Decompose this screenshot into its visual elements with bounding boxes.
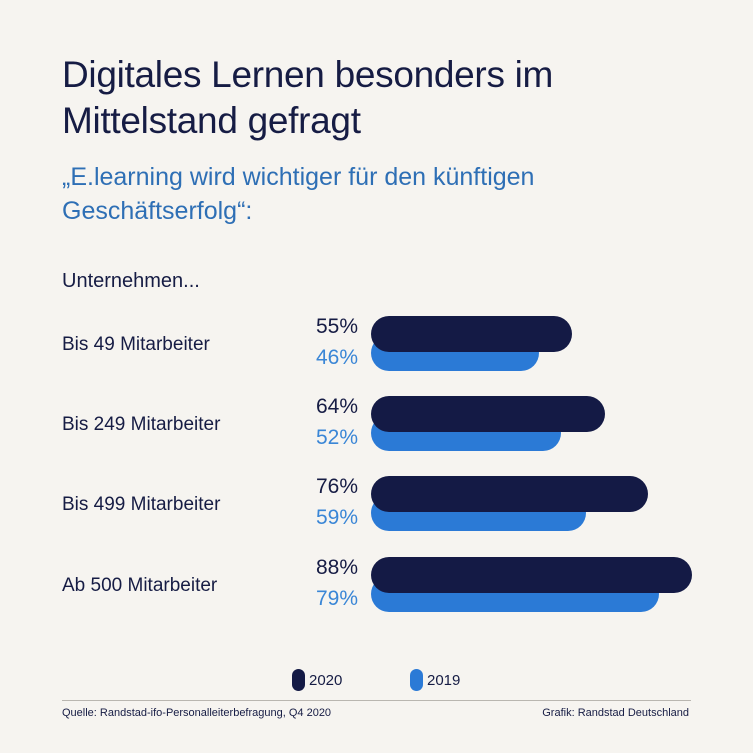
legend-label-2020: 2020 <box>309 671 343 689</box>
value-label-2020-bis-499-mitarbeiter: 76% <box>315 475 358 498</box>
bar-2020-bis-499-mitarbeiter <box>371 476 649 512</box>
bar-2020-bis-49-mitarbeiter <box>371 316 572 352</box>
legend-swatch-2019 <box>410 669 423 691</box>
category-label-bis-499-mitarbeiter: Bis 499 Mitarbeiter <box>62 494 221 515</box>
value-label-2019-bis-249-mitarbeiter: 52% <box>315 426 358 449</box>
footer-divider <box>62 700 691 701</box>
chart-title: Digitales Lernen besonders im Mittelstan… <box>62 54 554 141</box>
value-label-2020-bis-49-mitarbeiter: 55% <box>315 315 358 338</box>
category-label-ab-500-mitarbeiter: Ab 500 Mitarbeiter <box>62 575 218 596</box>
value-label-2020-bis-249-mitarbeiter: 64% <box>315 395 358 418</box>
value-label-2019-ab-500-mitarbeiter: 79% <box>315 587 358 610</box>
source-note: Quelle: Randstad-ifo-Personalleiterbefra… <box>62 707 332 719</box>
credit-note: Grafik: Randstad Deutschland <box>542 707 689 719</box>
category-label-bis-249-mitarbeiter: Bis 249 Mitarbeiter <box>62 414 221 435</box>
legend-item-2020: 2020 <box>292 668 342 692</box>
chart-subtitle: „E.learning wird wichtiger für den künft… <box>62 163 535 225</box>
bar-2020-bis-249-mitarbeiter <box>371 396 605 432</box>
bar-2020-ab-500-mitarbeiter <box>371 557 693 593</box>
value-label-2020-ab-500-mitarbeiter: 88% <box>315 556 358 579</box>
group-label: Unternehmen... <box>62 270 200 292</box>
legend-item-2019: 2019 <box>410 668 460 692</box>
value-label-2019-bis-499-mitarbeiter: 59% <box>315 506 358 529</box>
legend-swatch-2020 <box>292 669 305 691</box>
legend-label-2019: 2019 <box>427 671 461 689</box>
category-label-bis-49-mitarbeiter: Bis 49 Mitarbeiter <box>62 334 210 355</box>
value-label-2019-bis-49-mitarbeiter: 46% <box>315 346 358 369</box>
